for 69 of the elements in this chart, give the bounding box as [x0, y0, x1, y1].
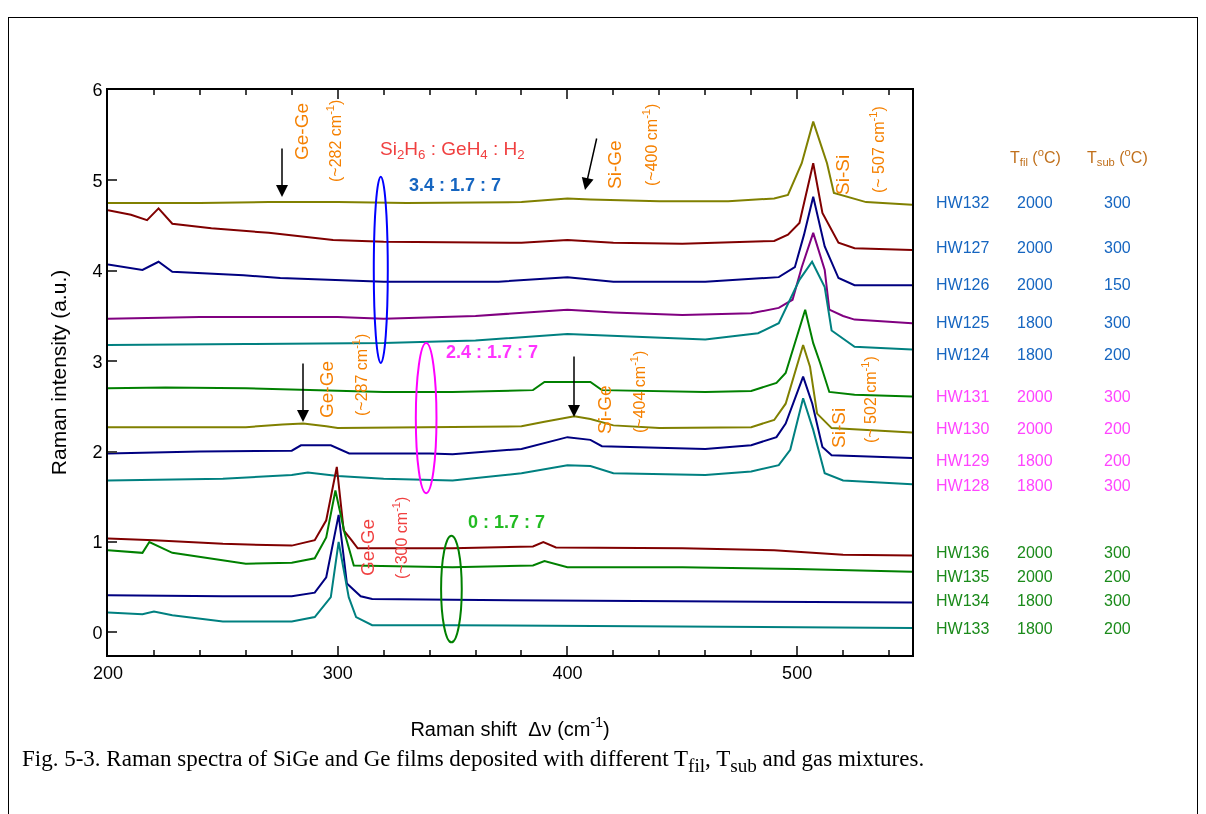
text: 150 — [1104, 276, 1131, 293]
series-label: HW135 — [936, 568, 990, 585]
text: 2000 — [1017, 194, 1053, 211]
y-tick-label: 0 — [92, 622, 103, 643]
text: 2000 — [1017, 388, 1053, 405]
annotation: 3.4 : 1.7 : 7 — [409, 175, 502, 195]
text: 300 — [1104, 239, 1131, 256]
text: 2000 — [1017, 568, 1053, 585]
annotation: Ge-Ge — [291, 102, 312, 160]
y-tick-label: 2 — [92, 441, 103, 462]
x-tick-label: 200 — [92, 662, 124, 683]
text: 1800 — [1017, 477, 1053, 494]
text: 2000 — [1017, 276, 1053, 293]
text: T$_{sub}$ ($^{o}$C) — [1087, 146, 1148, 169]
y-tick-label: 4 — [92, 261, 103, 282]
text: 300 — [1104, 194, 1131, 211]
text: 1800 — [1017, 346, 1053, 363]
annotation: Si-Ge — [594, 385, 615, 434]
series-label: HW127 — [936, 239, 990, 256]
line-series — [108, 195, 912, 287]
x-tick-label: 300 — [322, 662, 353, 683]
text: T$_{fil}$ ($^{o}$C) — [1010, 146, 1061, 169]
text: 300 — [1104, 544, 1131, 561]
text: 300 — [1104, 477, 1131, 494]
series-label: HW131 — [936, 388, 990, 405]
annotation: Si$_{2}$H$_{6}$ : GeH$_{4}$ : H$_{2}$ — [380, 138, 525, 162]
text: 2000 — [1017, 544, 1053, 561]
y-tick-label: 1 — [92, 532, 103, 553]
annotation: Ge-Ge — [357, 518, 378, 576]
text: 300 — [1104, 388, 1131, 405]
text: 2000 — [1017, 420, 1053, 437]
series-label: HW129 — [936, 452, 990, 469]
x-tick-label: 400 — [552, 662, 583, 683]
line-series — [108, 231, 912, 325]
y-axis-title: Raman intensity (a.u.) — [47, 269, 71, 476]
x-axis-title: Raman shift Δν (cm$^{-1}$) — [410, 714, 610, 740]
text: 1800 — [1017, 314, 1053, 331]
y-tick-label: 6 — [92, 80, 103, 101]
text: 1800 — [1017, 452, 1053, 469]
x-tick-label: 500 — [782, 662, 813, 683]
series-label: HW136 — [936, 544, 990, 561]
series-label: HW126 — [936, 276, 990, 293]
text: 300 — [1104, 314, 1131, 331]
y-tick-label: 5 — [92, 170, 103, 191]
annotation: Si-Si — [832, 154, 853, 195]
y-tick-label: 3 — [92, 351, 103, 372]
annotation: Ge-Ge — [316, 360, 337, 418]
annotation: Si-Si — [828, 407, 849, 448]
series-label: HW134 — [936, 592, 990, 609]
text: 300 — [1104, 592, 1131, 609]
series-label: HW132 — [936, 194, 990, 211]
series-label: HW128 — [936, 477, 990, 494]
text: 200 — [1104, 420, 1131, 437]
series-label: HW125 — [936, 314, 990, 331]
text: 1800 — [1017, 620, 1053, 637]
series-label: HW124 — [936, 346, 990, 363]
annotation: 2.4 : 1.7 : 7 — [446, 342, 539, 362]
line-series — [108, 513, 912, 604]
text: 1800 — [1017, 592, 1053, 609]
annotation: Si-Ge — [604, 140, 625, 189]
text: 2000 — [1017, 239, 1053, 256]
series-label: HW130 — [936, 420, 990, 437]
caption: Fig. 5-3. Raman spectra of SiGe and Ge films deposited with different T$_{fil}$, T$_{sub}$ and gas mixtures. — [22, 745, 926, 778]
annotation: 0 : 1.7 : 7 — [468, 512, 546, 532]
text: 200 — [1104, 452, 1131, 469]
text: 200 — [1104, 346, 1131, 363]
text: 200 — [1104, 568, 1131, 585]
series-label: HW133 — [936, 620, 990, 637]
text: 200 — [1104, 620, 1131, 637]
